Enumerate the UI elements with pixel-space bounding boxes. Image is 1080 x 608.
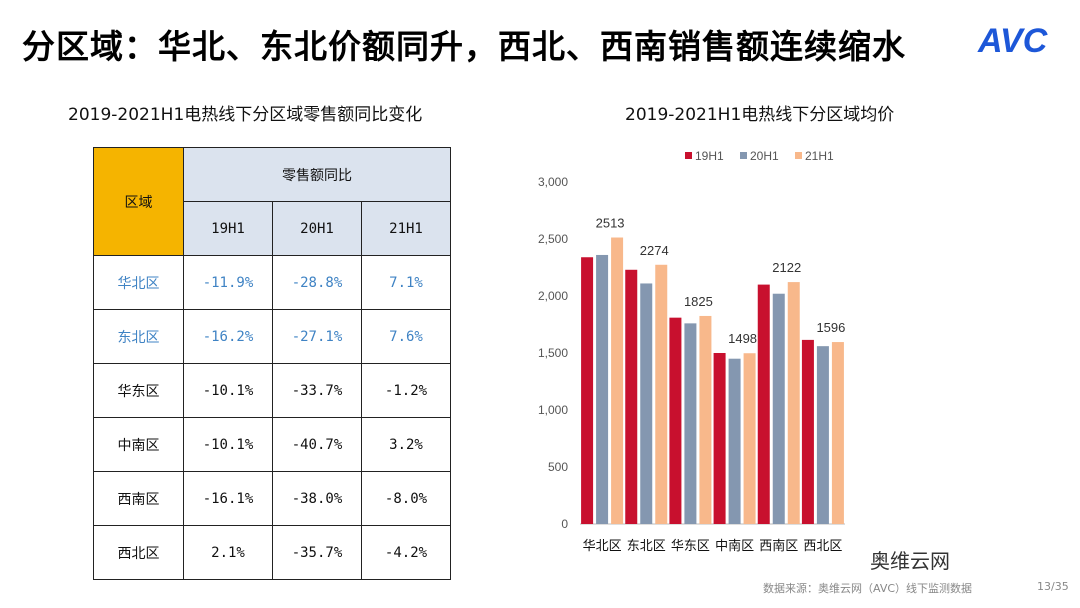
y-tick-label: 2,500 [538, 232, 568, 246]
region-cell: 华东区 [93, 363, 184, 418]
bar [596, 254, 609, 524]
legend-swatch [685, 152, 692, 159]
value-cell: 3.2% [361, 417, 451, 472]
region-cell: 西南区 [93, 471, 184, 526]
y-tick-label: 3,000 [538, 175, 568, 189]
table-row: 西北区 2.1% -35.7% -4.2% [93, 525, 451, 580]
bar [728, 358, 741, 524]
value-cell: -11.9% [183, 255, 273, 310]
bar [684, 323, 697, 524]
x-tick-label: 东北区 [627, 539, 666, 554]
value-cell: -27.1% [272, 309, 362, 364]
bar [640, 283, 653, 524]
value-cell: 7.6% [361, 309, 451, 364]
price-bar-chart: 0 500 1,000 1,500 2,000 2,500 3,000 19H1 20H1 21H… [538, 149, 845, 554]
region-cell: 中南区 [93, 417, 184, 472]
value-cell: -10.1% [183, 417, 273, 472]
x-tick-label: 西南区 [759, 538, 798, 554]
x-tick-label: 中南区 [715, 538, 754, 554]
value-cell: -40.7% [272, 417, 362, 472]
value-cell: -16.1% [183, 471, 273, 526]
region-header: 区域 [93, 147, 184, 256]
y-tick-label: 2,000 [538, 289, 568, 303]
avc-logo: AVC [978, 22, 1048, 60]
x-tick-label: 西北区 [803, 539, 842, 554]
bar [655, 264, 668, 524]
y-tick-label: 1,500 [538, 346, 568, 360]
column-header: 21H1 [361, 201, 451, 256]
value-cell: -33.7% [272, 363, 362, 418]
legend-swatch [740, 152, 747, 159]
value-cell: -1.2% [361, 363, 451, 418]
value-cell: 2.1% [183, 525, 273, 580]
table-row: 西南区 -16.1% -38.0% -8.0% [93, 471, 451, 526]
data-label: 2274 [640, 243, 669, 258]
value-cell: -28.8% [272, 255, 362, 310]
y-tick-label: 500 [548, 460, 568, 474]
chart-title: 2019-2021H1电热线下分区域均价 [625, 105, 895, 125]
group-header: 零售额同比 [183, 147, 451, 202]
column-header: 19H1 [183, 201, 273, 256]
value-cell: -8.0% [361, 471, 451, 526]
legend-label: 20H1 [750, 149, 779, 163]
table-row: 东北区 -16.2% -27.1% 7.6% [93, 309, 451, 364]
value-cell: -16.2% [183, 309, 273, 364]
bar [772, 293, 785, 524]
bar [625, 269, 638, 524]
x-tick-label: 华北区 [583, 539, 622, 554]
bar [581, 257, 594, 524]
data-label: 2513 [596, 216, 625, 231]
bar [699, 315, 712, 524]
table-title: 2019-2021H1电热线下分区域零售额同比变化 [68, 105, 423, 125]
bar [713, 353, 726, 524]
table-row: 中南区 -10.1% -40.7% 3.2% [93, 417, 451, 472]
wechat-watermark: 奥维云网 [870, 549, 950, 573]
bar [757, 284, 770, 524]
value-cell: 7.1% [361, 255, 451, 310]
y-tick-label: 1,000 [538, 403, 568, 417]
page-title: 分区域：华北、东北价额同升，西北、西南销售额连续缩水 [22, 27, 906, 66]
yoy-table: 区域 零售额同比 19H1 20H1 21H1 华北区 -11.9% -28.8… [93, 147, 451, 580]
source-note: 数据来源：奥维云网（AVC）线下监测数据 [763, 582, 973, 595]
y-tick-label: 0 [561, 517, 568, 531]
table-row: 华东区 -10.1% -33.7% -1.2% [93, 363, 451, 418]
legend-label: 19H1 [695, 149, 724, 163]
legend-label: 21H1 [805, 149, 834, 163]
region-cell: 东北区 [93, 309, 184, 364]
data-label: 1596 [816, 320, 845, 335]
bar [787, 282, 800, 524]
bar [611, 237, 624, 524]
bar [669, 317, 682, 524]
x-tick-label: 华东区 [671, 539, 710, 554]
value-cell: -38.0% [272, 471, 362, 526]
table-row: 华北区 -11.9% -28.8% 7.1% [93, 255, 451, 310]
bar [743, 353, 756, 524]
region-cell: 西北区 [93, 525, 184, 580]
column-header: 20H1 [272, 201, 362, 256]
bar [831, 342, 844, 524]
value-cell: -4.2% [361, 525, 451, 580]
region-cell: 华北区 [93, 255, 184, 310]
bar [801, 339, 814, 524]
page-number: 13/35 [1037, 580, 1069, 593]
legend-swatch [795, 152, 802, 159]
data-label: 1825 [684, 294, 713, 309]
data-label: 1498 [728, 331, 757, 346]
data-label: 2122 [772, 260, 801, 275]
value-cell: -10.1% [183, 363, 273, 418]
bar [816, 346, 829, 524]
value-cell: -35.7% [272, 525, 362, 580]
